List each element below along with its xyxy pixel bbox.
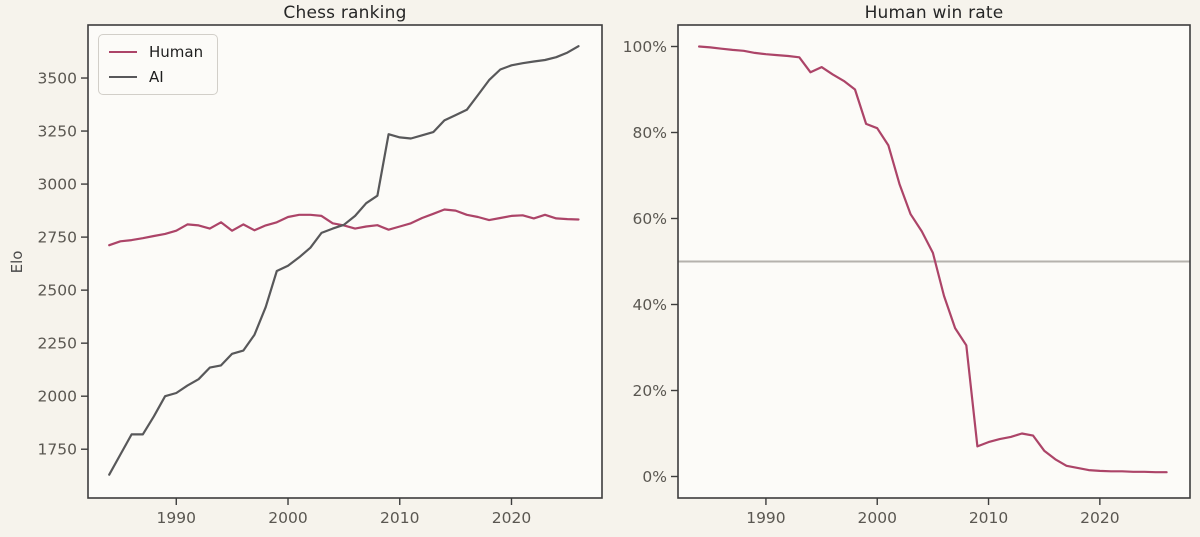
human-win-rate-series-line	[697, 45, 1168, 474]
y-tick-label: 3500	[38, 70, 77, 88]
ai-series-line	[108, 45, 580, 476]
plot-background	[88, 25, 602, 498]
y-tick-label: 2750	[38, 229, 77, 247]
human-win-rate-plot: 1990 2000 2010 2020 0% 20% 40% 60% 80% 100%	[623, 24, 1191, 527]
legend-item-human: Human	[109, 43, 203, 61]
y-tick-label: 3250	[38, 123, 77, 141]
y-tick-label: 40%	[633, 296, 667, 314]
chart-title-chess-ranking: Chess ranking	[283, 3, 407, 23]
x-tick-label: 2020	[1080, 509, 1119, 527]
x-tick-label: 2020	[492, 509, 531, 527]
legend: Human AI	[98, 34, 219, 95]
x-tick-label: 2010	[380, 509, 419, 527]
y-tick-label: 1750	[38, 441, 77, 459]
legend-line-swatch-human	[109, 51, 137, 53]
plot-border	[677, 24, 1191, 499]
y-tick-label: 2250	[38, 335, 77, 353]
legend-label-ai: AI	[149, 68, 164, 86]
y-tick-label: 80%	[633, 124, 667, 142]
x-tick-label: 1990	[746, 509, 785, 527]
legend-item-ai: AI	[109, 68, 203, 86]
x-tick-label: 1990	[157, 509, 196, 527]
y-tick-label: 0%	[642, 468, 667, 486]
y-tick-label: 2500	[38, 282, 77, 300]
chess-ranking-plot: 1990 2000 2010 2020 1750 2000 2250 2500 2750 3000…	[38, 24, 603, 527]
legend-label-human: Human	[149, 43, 204, 61]
x-tick-label: 2010	[969, 509, 1008, 527]
legend-line-swatch-ai	[109, 76, 137, 78]
y-tick-label: 3000	[38, 176, 77, 194]
x-tick-label: 2000	[858, 509, 897, 527]
x-tick-label: 2000	[268, 509, 307, 527]
y-tick-label: 100%	[623, 38, 667, 56]
chart-title-human-win-rate: Human win rate	[864, 3, 1004, 23]
plot-border	[87, 24, 603, 499]
y-axis-label-elo: Elo	[8, 250, 26, 274]
y-tick-label: 60%	[633, 210, 667, 228]
y-tick-label: 20%	[633, 382, 667, 400]
y-tick-label: 2000	[38, 388, 77, 406]
